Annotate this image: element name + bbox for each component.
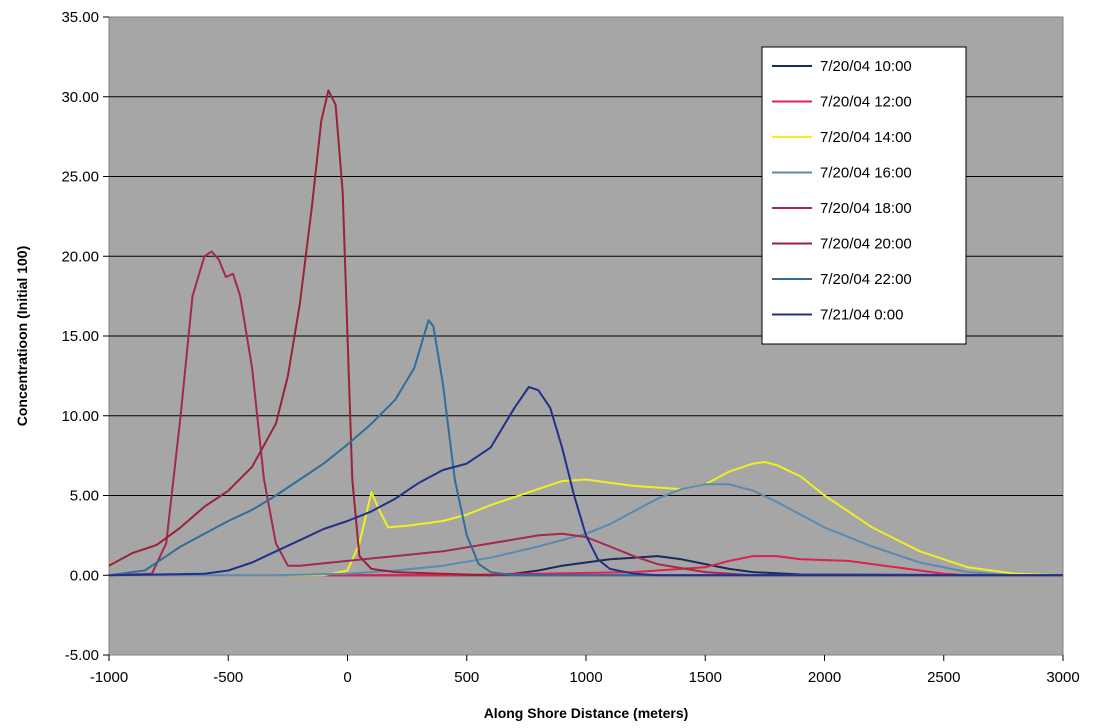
x-tick-label: -500 — [213, 669, 243, 686]
legend-label: 7/21/04 0:00 — [820, 307, 903, 324]
y-tick-label: 20.00 — [61, 248, 99, 265]
series-line-5 — [108, 250, 1063, 577]
y-tick-label: 35.00 — [61, 9, 99, 26]
y-tick-label: 25.00 — [61, 169, 99, 186]
x-tick-label: 3000 — [1046, 669, 1079, 686]
x-tick-label: 2000 — [808, 669, 841, 686]
x-tick-label: -1000 — [90, 669, 128, 686]
x-tick-label: 1000 — [569, 669, 602, 686]
x-tick-label: 1500 — [689, 669, 722, 686]
y-tick-label: 0.00 — [70, 567, 99, 584]
legend-label: 7/20/04 16:00 — [820, 165, 912, 182]
series-line-2 — [109, 555, 1063, 577]
x-tick-label: 0 — [343, 669, 351, 686]
y-tick-label: 5.00 — [70, 488, 99, 505]
y-tick-label: 10.00 — [61, 408, 99, 425]
legend-label: 7/20/04 12:00 — [820, 94, 912, 111]
y-tick-label: -5.00 — [65, 647, 99, 664]
y-axis-ticks: -5.00 0.00 5.00 10.00 15.00 20.00 25.00 30.00 35… — [61, 9, 109, 664]
y-tick-label: 15.00 — [61, 328, 99, 345]
legend-label: 7/20/04 20:00 — [820, 236, 912, 253]
x-axis-ticks: -1000 -500 0 500 1000 1500 2000 2500 3000 — [90, 655, 1080, 686]
legend-label: 7/20/04 18:00 — [820, 200, 912, 217]
series-line-7 — [108, 319, 1063, 577]
series-layer — [108, 89, 1064, 577]
legend-box — [761, 46, 967, 345]
x-tick-label: 2500 — [927, 669, 960, 686]
series-line-1 — [109, 555, 1064, 577]
series-line-4 — [109, 483, 1063, 577]
legend-label: 7/20/04 14:00 — [820, 129, 912, 146]
legend-label: 7/20/04 22:00 — [820, 271, 912, 288]
legend-label: 7/20/04 10:00 — [820, 58, 912, 75]
x-axis-title: Along Shore Distance (meters) — [484, 705, 689, 721]
series-line-3 — [109, 461, 1064, 577]
y-axis-title: Concentratioon (Initial 100) — [14, 246, 30, 426]
x-tick-label: 500 — [454, 669, 479, 686]
y-tick-label: 30.00 — [61, 89, 99, 106]
series-line-6 — [108, 89, 1063, 577]
series-line-8 — [108, 386, 1063, 577]
legend: 7/20/04 10:00 7/20/04 12:00 7/20/04 14:00 7… — [761, 46, 967, 345]
